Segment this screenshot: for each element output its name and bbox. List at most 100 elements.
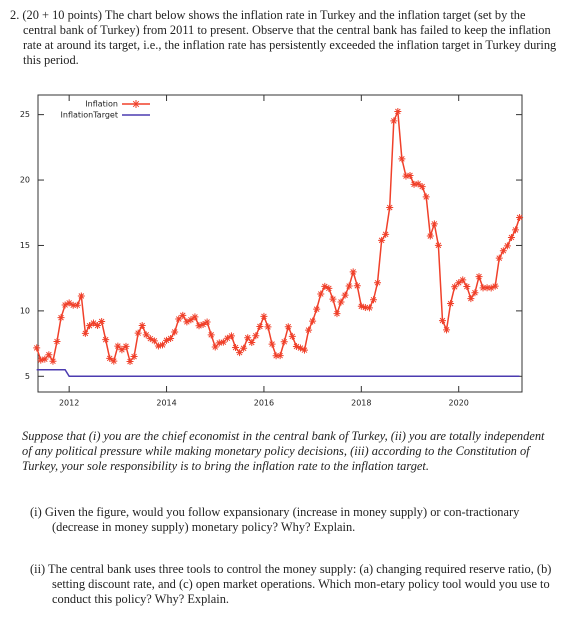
series-line	[35, 111, 521, 364]
marker	[447, 300, 455, 308]
marker	[438, 317, 446, 325]
marker	[512, 226, 520, 234]
marker	[154, 342, 162, 350]
marker	[69, 301, 77, 309]
question: 2. (20 + 10 points) The chart below show…	[10, 8, 561, 68]
marker	[357, 302, 365, 310]
marker	[53, 337, 61, 345]
legend-label: Inflation	[85, 100, 118, 109]
marker	[272, 352, 280, 360]
marker	[256, 322, 264, 330]
y-tick-label: 5	[25, 372, 30, 381]
marker	[309, 317, 317, 325]
marker	[122, 342, 130, 350]
marker	[110, 357, 118, 365]
marker	[499, 247, 507, 255]
x-tick-label: 2014	[156, 399, 176, 408]
marker	[49, 357, 57, 365]
marker	[260, 312, 268, 320]
item-label: (ii)	[30, 562, 46, 576]
marker	[374, 279, 382, 287]
marker	[284, 323, 292, 331]
marker	[305, 326, 313, 334]
marker	[390, 117, 398, 125]
question-text: (20 + 10 points) The chart below shows t…	[22, 8, 557, 67]
marker	[325, 284, 333, 292]
marker	[81, 329, 89, 337]
marker	[171, 328, 179, 336]
marker	[90, 319, 98, 327]
marker	[132, 100, 140, 108]
marker	[317, 290, 325, 298]
marker	[98, 317, 106, 325]
marker	[57, 314, 65, 322]
marker	[248, 339, 256, 347]
marker	[236, 349, 244, 357]
question-number: 2.	[10, 8, 20, 22]
marker	[73, 301, 81, 309]
marker	[175, 315, 183, 323]
y-tick-label: 20	[20, 176, 30, 185]
marker	[167, 334, 175, 342]
marker	[313, 305, 321, 313]
marker	[159, 341, 167, 349]
marker	[300, 346, 308, 354]
marker	[329, 295, 337, 303]
marker	[361, 303, 369, 311]
marker	[353, 282, 361, 290]
marker	[187, 316, 195, 324]
marker	[252, 332, 260, 340]
marker	[463, 283, 471, 291]
marker	[179, 311, 187, 319]
marker	[418, 183, 426, 191]
marker	[94, 322, 102, 330]
marker	[434, 241, 442, 249]
marker	[443, 326, 451, 334]
marker	[349, 268, 357, 276]
marker	[288, 332, 296, 340]
legend-label: InflationTarget	[61, 111, 118, 120]
marker	[150, 337, 158, 345]
marker	[65, 299, 73, 307]
marker	[495, 254, 503, 262]
marker	[394, 107, 402, 115]
x-tick-label: 2018	[351, 399, 371, 408]
plot-frame	[37, 94, 523, 393]
marker	[516, 213, 524, 221]
marker	[479, 284, 487, 292]
marker	[114, 342, 122, 350]
marker	[365, 304, 373, 312]
marker	[386, 204, 394, 212]
marker	[455, 279, 463, 287]
y-tick-label: 15	[20, 241, 30, 250]
marker	[451, 283, 459, 291]
marker	[232, 344, 240, 352]
marker	[77, 292, 85, 300]
chart: 5 10 15 20 25 2012 2014 2016 2018 2020 Inflation In…	[20, 94, 524, 408]
marker	[406, 171, 414, 179]
marker	[219, 338, 227, 346]
marker	[41, 355, 49, 363]
marker	[244, 334, 252, 342]
marker	[475, 273, 483, 281]
marker	[130, 353, 138, 361]
marker	[410, 180, 418, 188]
marker	[292, 342, 300, 350]
marker	[106, 354, 114, 362]
item-text: The central bank uses three tools to con…	[48, 562, 552, 606]
marker	[102, 336, 110, 344]
marker	[503, 242, 511, 250]
marker	[467, 295, 475, 303]
marker	[134, 329, 142, 337]
scenario: Suppose that (i) you are the chief econo…	[22, 429, 545, 473]
series-line	[36, 369, 520, 378]
marker	[142, 331, 150, 339]
marker	[487, 284, 495, 292]
x-tick-label: 2020	[449, 399, 469, 408]
marker	[183, 318, 191, 326]
y-tick-label: 25	[20, 110, 30, 119]
marker	[215, 339, 223, 347]
marker	[33, 344, 41, 352]
item-text: Given the figure, would you follow expan…	[44, 505, 520, 534]
